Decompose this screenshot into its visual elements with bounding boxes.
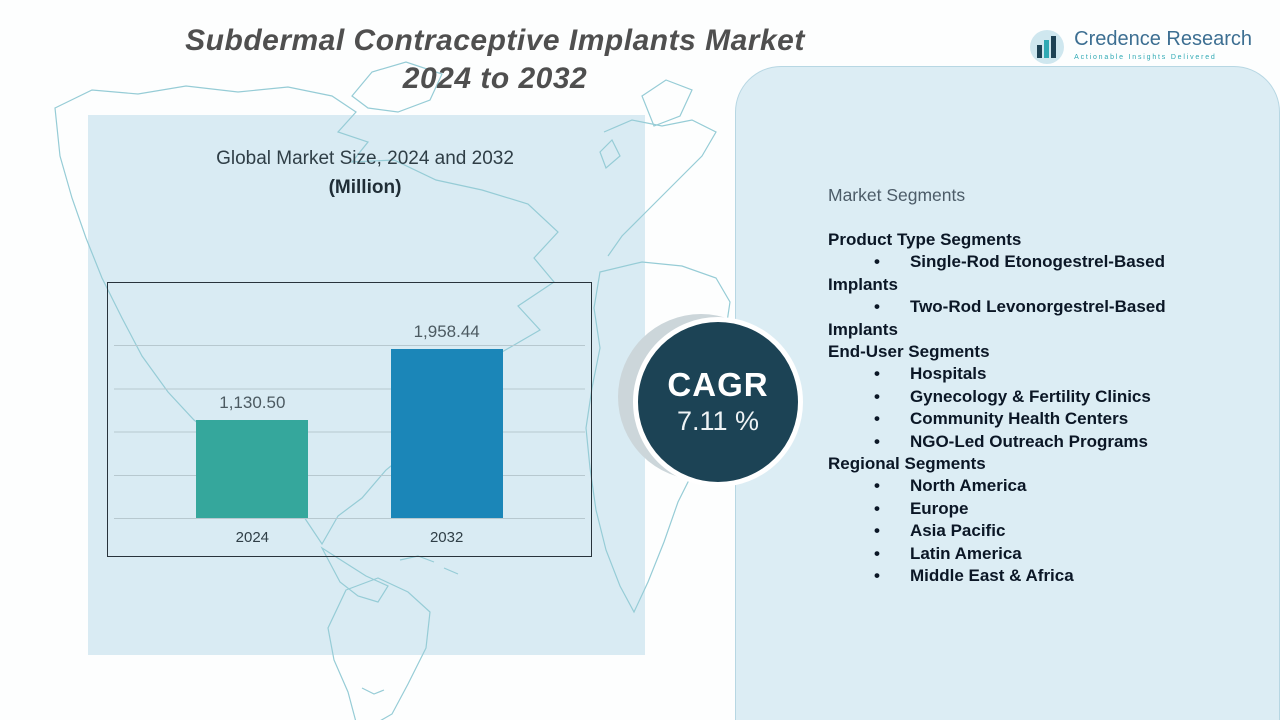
segment-item: • Gynecology & Fertility Clinics bbox=[874, 386, 1151, 406]
segment-item: • Latin America bbox=[874, 543, 1022, 563]
x-axis-label: 2024 bbox=[235, 529, 270, 546]
segment-item: • Single-Rod Etonogestrel-Based Implants bbox=[828, 252, 1165, 294]
chart-plot-area: 1,130.50 2024 1,958.44 2032 bbox=[114, 302, 585, 546]
chart-subtitle: (Million) bbox=[328, 177, 402, 198]
brand-name: Credence Research bbox=[1074, 28, 1252, 50]
market-segments-panel: Market Segments Product Type Segments • Si… bbox=[735, 66, 1280, 720]
page-title-line1: Subdermal Contraceptive Implants Market bbox=[185, 24, 805, 57]
brand-logo-text: Credence Research Actionable Insights De… bbox=[1074, 28, 1252, 61]
bullet-icon: • bbox=[874, 566, 880, 586]
segment-item: • Middle East & Africa bbox=[874, 566, 1074, 586]
bullet-icon: • bbox=[874, 297, 880, 317]
bar-group-2032: 1,958.44 2032 bbox=[390, 322, 503, 546]
cagr-badge: CAGR 7.11 % bbox=[633, 317, 803, 487]
page-title: Subdermal Contraceptive Implants Market … bbox=[120, 22, 870, 98]
segment-item: • Asia Pacific bbox=[874, 521, 1006, 541]
bullet-icon: • bbox=[874, 364, 880, 384]
bullet-icon: • bbox=[874, 409, 880, 429]
segment-item: • Two-Rod Levonorgestrel-Based Implants bbox=[828, 297, 1166, 339]
brand-tagline: Actionable Insights Delivered bbox=[1074, 54, 1217, 61]
page-title-line2: 2024 to 2032 bbox=[402, 62, 588, 95]
bullet-icon: • bbox=[874, 431, 880, 451]
bar-group-2024: 1,130.50 2024 bbox=[196, 393, 309, 546]
segment-item: • North America bbox=[874, 476, 1027, 496]
bar-value-label: 1,958.44 bbox=[413, 322, 480, 341]
cagr-label: CAGR bbox=[667, 366, 769, 403]
bullet-icon: • bbox=[874, 521, 880, 541]
x-axis-label: 2032 bbox=[429, 529, 464, 546]
segments-list: Product Type Segments • Single-Rod Etonoge… bbox=[828, 229, 1219, 588]
bullet-icon: • bbox=[874, 543, 880, 563]
bar-chart: 1,130.50 2024 1,958.44 2032 bbox=[107, 282, 592, 557]
segment-item: • Community Health Centers bbox=[874, 409, 1129, 429]
brand-logo: Credence Research Actionable Insights De… bbox=[1028, 28, 1252, 66]
bullet-icon: • bbox=[874, 386, 880, 406]
chart-header: Global Market Size, 2024 and 2032 (Milli… bbox=[150, 148, 580, 199]
bar-value-label: 1,130.50 bbox=[219, 393, 286, 412]
segment-group-title: End-User Segments bbox=[828, 342, 990, 362]
bullet-icon: • bbox=[874, 476, 880, 496]
chart-title: Global Market Size, 2024 and 2032 bbox=[216, 148, 514, 169]
bar-2024 bbox=[196, 420, 309, 518]
segment-group-title: Product Type Segments bbox=[828, 230, 1022, 249]
segment-item: • NGO-Led Outreach Programs bbox=[874, 431, 1149, 451]
segments-heading: Market Segments bbox=[828, 185, 966, 205]
bullet-icon: • bbox=[874, 498, 880, 518]
segment-item: • Europe bbox=[874, 498, 969, 518]
bullet-icon: • bbox=[874, 252, 880, 272]
bar-2032 bbox=[390, 349, 503, 518]
segment-group-title: Regional Segments bbox=[828, 454, 986, 474]
bar-chart-logo-icon bbox=[1030, 30, 1065, 64]
segment-item: • Hospitals bbox=[874, 364, 987, 384]
cagr-value: 7.11 % bbox=[676, 406, 760, 436]
